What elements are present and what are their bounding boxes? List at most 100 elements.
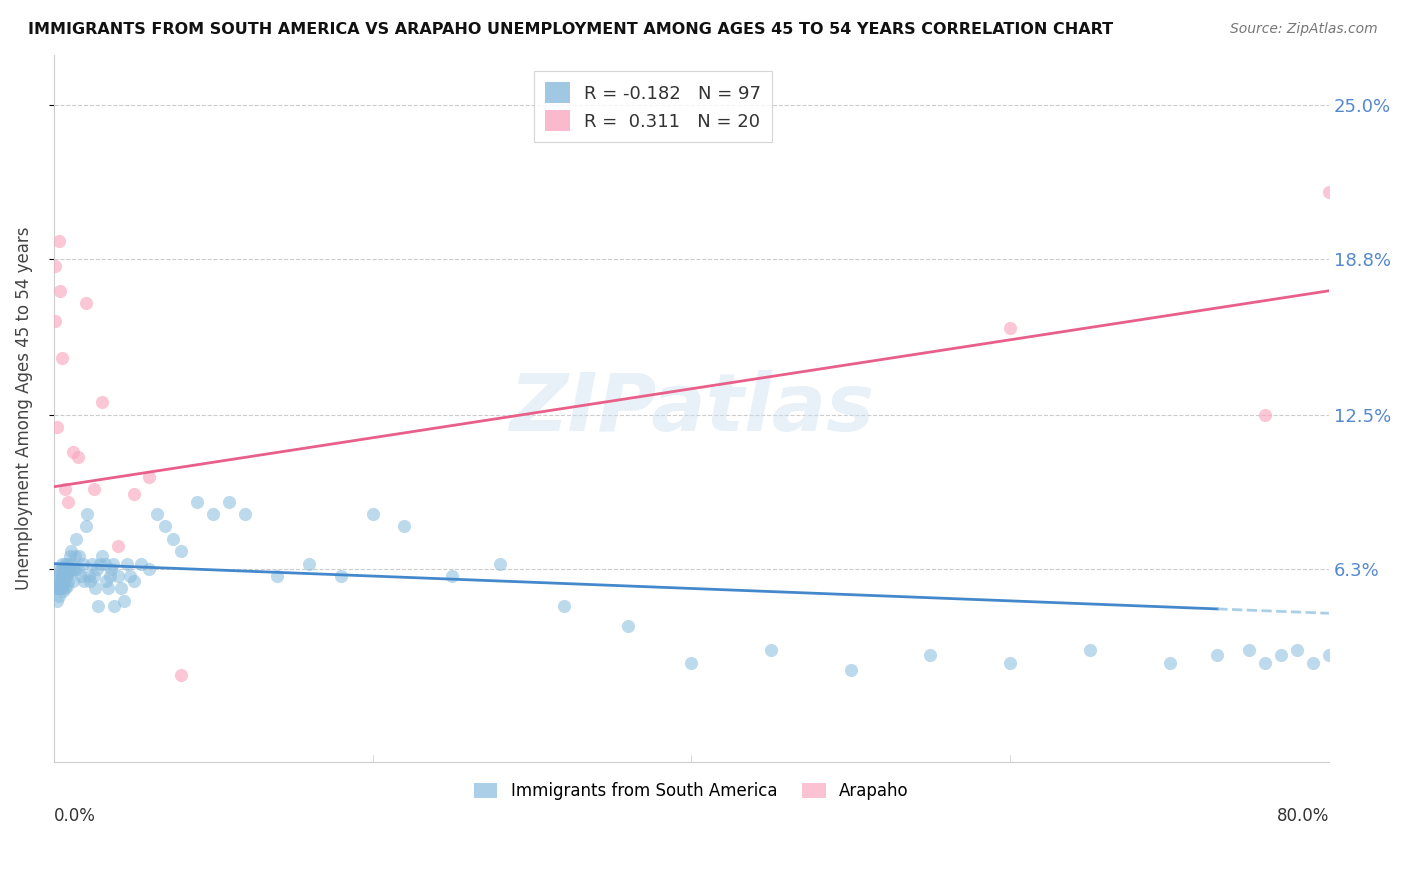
Point <box>67 549 90 564</box>
Point <box>48 574 70 588</box>
Point <box>1254 656 1277 670</box>
Point <box>51 557 73 571</box>
Point <box>96 574 118 588</box>
Point <box>76 507 98 521</box>
Point <box>998 321 1021 335</box>
Point <box>146 507 169 521</box>
Point <box>44 574 66 588</box>
Point <box>1078 643 1101 657</box>
Point <box>70 569 93 583</box>
Point <box>62 445 84 459</box>
Point <box>94 557 117 571</box>
Point <box>83 482 105 496</box>
Point <box>62 561 84 575</box>
Point <box>72 557 94 571</box>
Point <box>77 569 100 583</box>
Point <box>59 564 82 578</box>
Point <box>51 582 73 596</box>
Point <box>53 569 76 583</box>
Point <box>60 557 83 571</box>
Point <box>49 574 72 588</box>
Point <box>920 648 942 663</box>
Point <box>75 519 97 533</box>
Point <box>84 582 107 596</box>
Point <box>218 494 240 508</box>
Point <box>44 313 66 327</box>
Point <box>298 557 321 571</box>
Text: 0.0%: 0.0% <box>53 806 96 825</box>
Point <box>80 557 103 571</box>
Point <box>112 594 135 608</box>
Point <box>83 569 105 583</box>
Point <box>616 618 638 632</box>
Point <box>48 589 70 603</box>
Point <box>56 561 79 575</box>
Point <box>52 574 75 588</box>
Point <box>100 561 122 575</box>
Point <box>131 557 153 571</box>
Point <box>90 549 112 564</box>
Point <box>66 561 89 575</box>
Point <box>49 582 72 596</box>
Point <box>186 494 208 508</box>
Point <box>107 569 129 583</box>
Point <box>44 582 66 596</box>
Point <box>53 482 76 496</box>
Point <box>110 582 132 596</box>
Point <box>46 582 69 596</box>
Point <box>75 296 97 310</box>
Point <box>79 574 101 588</box>
Legend: Immigrants from South America, Arapaho: Immigrants from South America, Arapaho <box>467 775 915 806</box>
Point <box>89 557 111 571</box>
Point <box>170 668 193 682</box>
Point <box>65 532 87 546</box>
Point <box>98 569 121 583</box>
Point <box>998 656 1021 670</box>
Point <box>120 569 142 583</box>
Point <box>55 557 77 571</box>
Point <box>63 561 86 575</box>
Point <box>53 582 76 596</box>
Point <box>60 544 83 558</box>
Point <box>66 450 89 464</box>
Point <box>266 569 288 583</box>
Point <box>155 519 177 533</box>
Point <box>1254 408 1277 422</box>
Point <box>1317 185 1340 199</box>
Point <box>162 532 184 546</box>
Point <box>1159 656 1181 670</box>
Point <box>51 351 73 365</box>
Point <box>1206 648 1229 663</box>
Point <box>49 564 72 578</box>
Y-axis label: Unemployment Among Ages 45 to 54 years: Unemployment Among Ages 45 to 54 years <box>15 227 32 591</box>
Point <box>489 557 512 571</box>
Point <box>52 583 75 598</box>
Text: Source: ZipAtlas.com: Source: ZipAtlas.com <box>1230 22 1378 37</box>
Point <box>86 561 108 575</box>
Point <box>122 487 145 501</box>
Point <box>681 656 703 670</box>
Point <box>138 561 160 575</box>
Point <box>1317 648 1340 663</box>
Point <box>170 544 193 558</box>
Point <box>55 579 77 593</box>
Point <box>56 494 79 508</box>
Point <box>73 574 96 588</box>
Point <box>115 557 138 571</box>
Point <box>361 507 384 521</box>
Point <box>103 599 125 613</box>
Point <box>62 574 84 588</box>
Point <box>1237 643 1260 657</box>
Text: ZIPatlas: ZIPatlas <box>509 369 875 448</box>
Point <box>52 561 75 575</box>
Point <box>138 470 160 484</box>
Point <box>53 557 76 571</box>
Point <box>55 569 77 583</box>
Point <box>1302 656 1324 670</box>
Point <box>394 519 416 533</box>
Point <box>46 594 69 608</box>
Point <box>48 582 70 596</box>
Point <box>51 569 73 583</box>
Point <box>233 507 256 521</box>
Point <box>48 234 70 248</box>
